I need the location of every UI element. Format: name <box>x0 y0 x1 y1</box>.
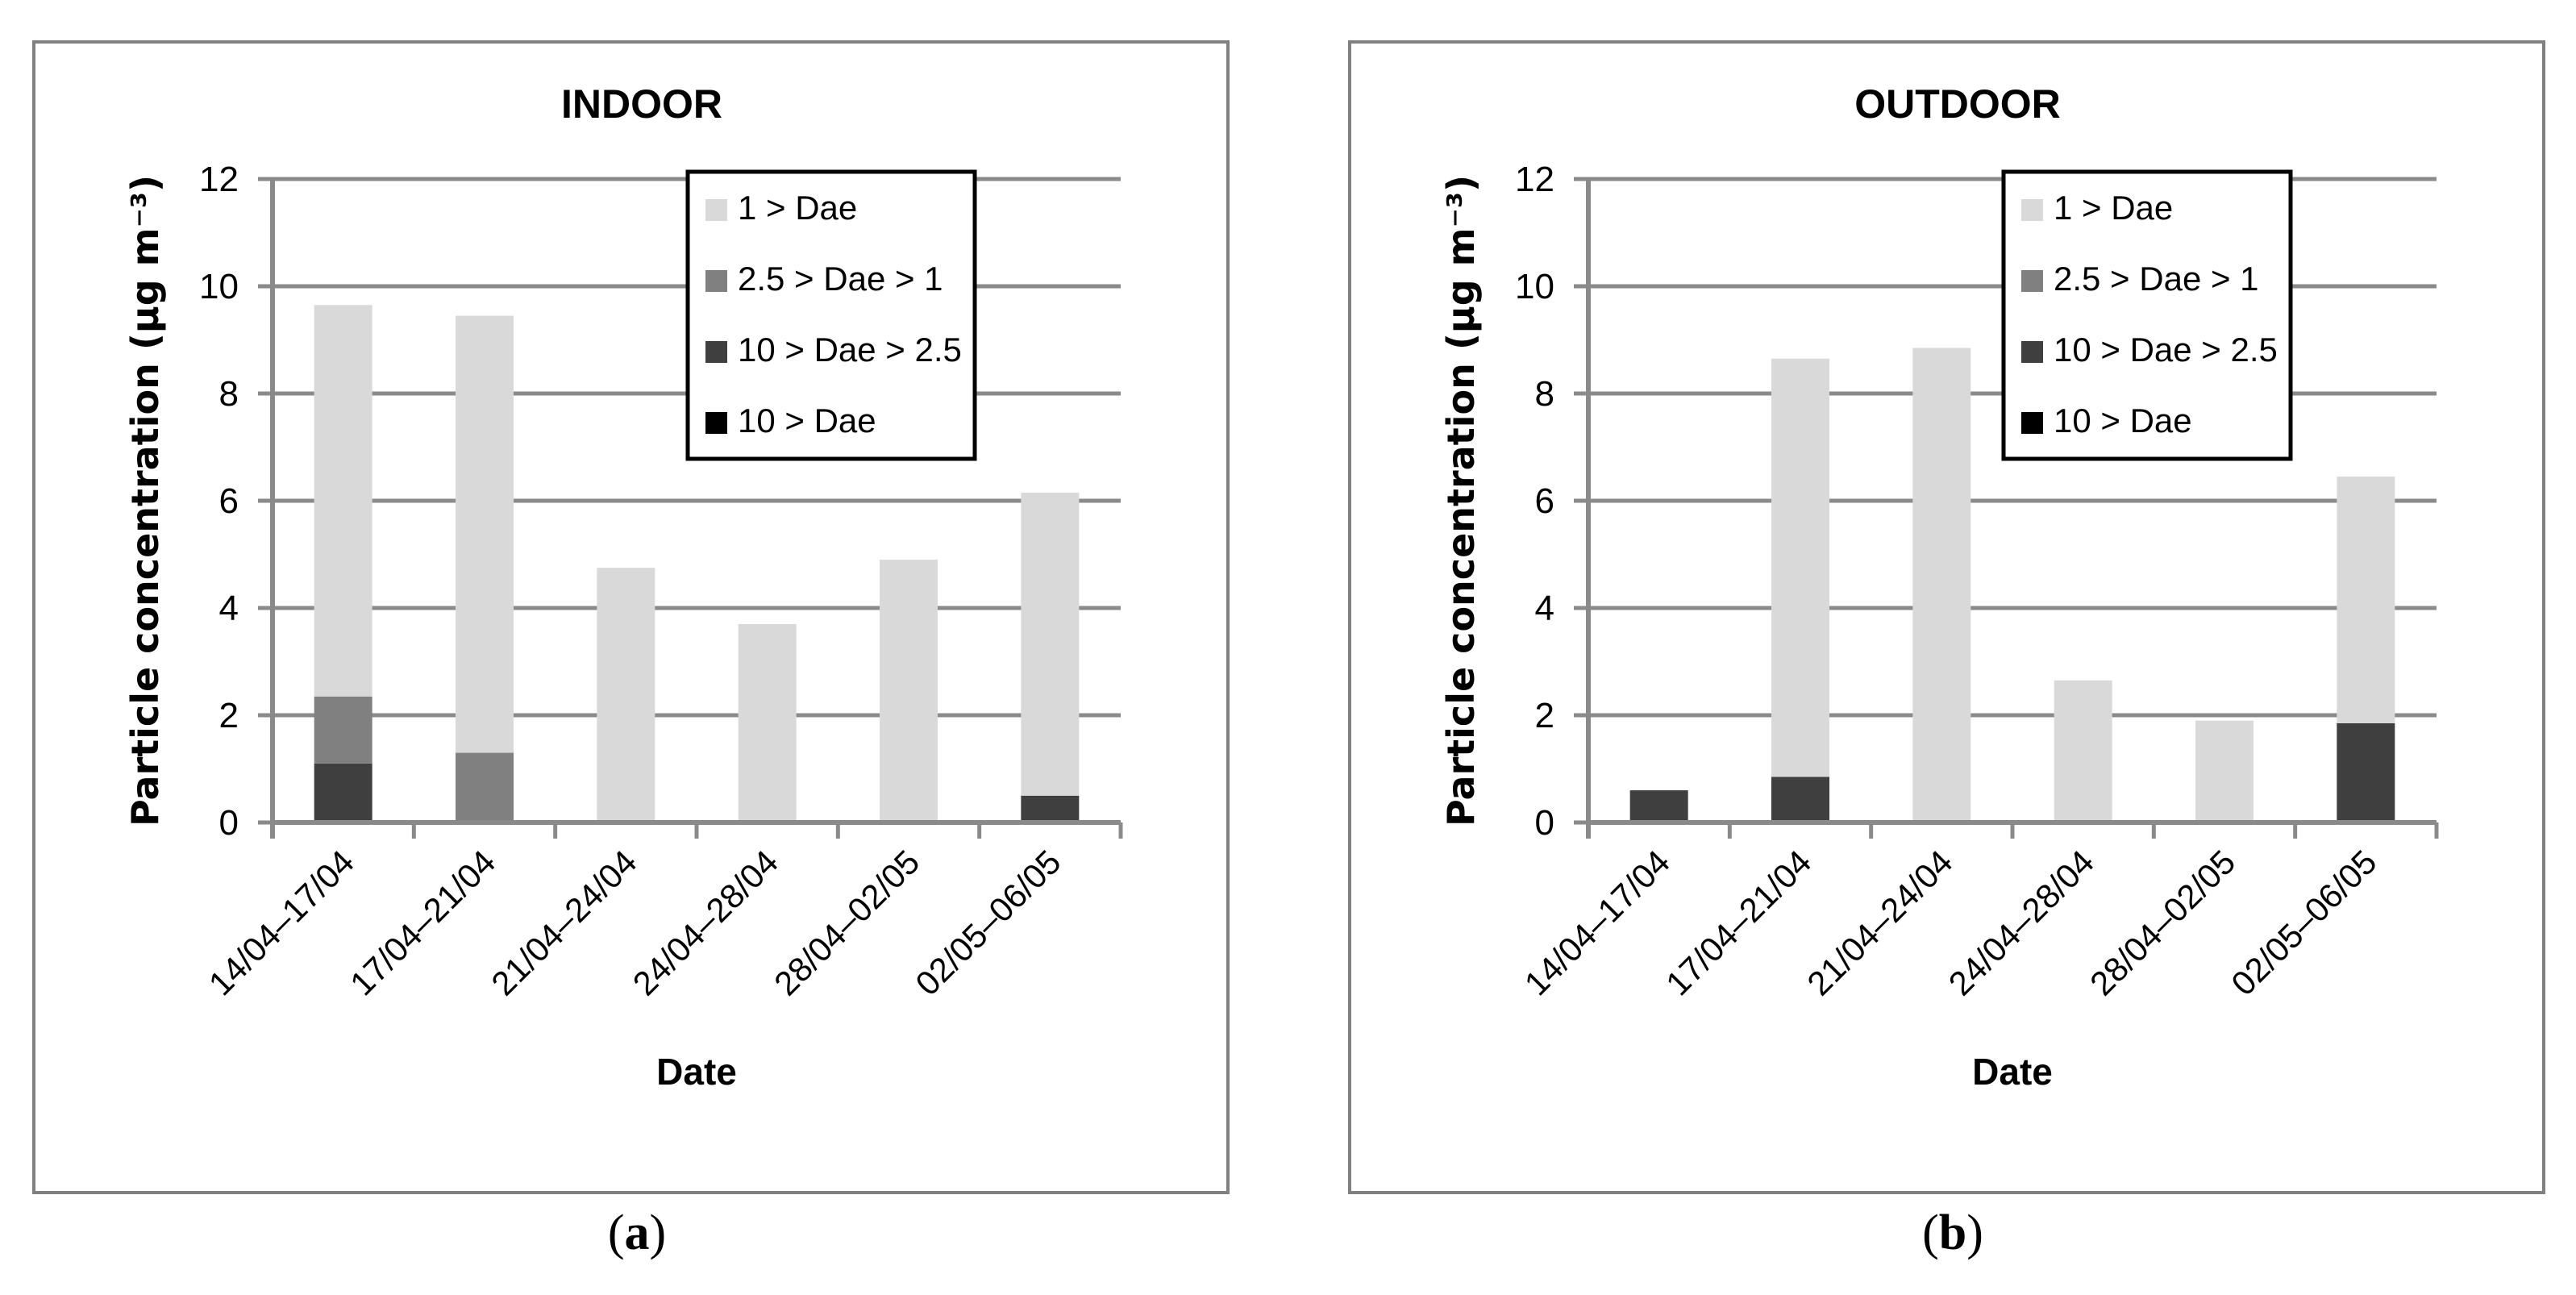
x-tick-label: 28/04–02/05 <box>2083 843 2242 1002</box>
subfigure-caption-a: (a) <box>476 1205 798 1262</box>
y-tick-label: 4 <box>219 589 239 628</box>
legend-label: 10 > Dae > 2.5 <box>738 331 962 369</box>
x-tick-label: 02/05–06/05 <box>2224 843 2383 1002</box>
y-tick-label: 0 <box>1535 803 1554 843</box>
y-tick-label: 6 <box>219 481 239 521</box>
outdoor-chart: OUTDOOR 0 2 4 6 8 10 12 14/04–17/0417/04–21/0421… <box>1439 81 2439 1093</box>
y-axis-title: Particle concentration (µg m⁻³) <box>1439 175 1483 827</box>
legend-label: 10 > Dae <box>2054 402 2192 439</box>
y-tick-label: 8 <box>219 374 239 414</box>
bar-segment <box>314 305 372 697</box>
bar-segment <box>2337 722 2395 822</box>
y-tick-label: 0 <box>219 803 239 843</box>
bar-segment <box>1912 348 1971 823</box>
x-tick-label: 24/04–28/04 <box>626 843 785 1002</box>
y-tick-label: 2 <box>1535 696 1554 735</box>
bar-segment <box>1629 790 1688 822</box>
x-tick-label: 21/04–24/04 <box>484 843 643 1002</box>
legend-swatch <box>2021 270 2043 292</box>
bar-segment <box>597 568 655 822</box>
bar-segment <box>1771 777 1829 822</box>
y-tick-label: 10 <box>1515 267 1554 306</box>
indoor-chart-panel: INDOOR 0 2 4 6 8 10 12 14/04–17/04 17/04–21/04 21/… <box>32 40 1230 1194</box>
x-tick-label: 14/04–17/04 <box>1517 843 1677 1002</box>
x-tick-label: 28/04–02/05 <box>767 843 926 1002</box>
x-axis-title: Date <box>656 1051 737 1093</box>
y-tick-label: 8 <box>1535 374 1554 414</box>
legend-swatch <box>2021 199 2043 221</box>
bar-segment <box>314 696 372 764</box>
legend-label: 2.5 > Dae > 1 <box>738 260 943 298</box>
y-axis-title: Particle concentration (µg m⁻³) <box>123 175 167 827</box>
bar-segment <box>456 752 514 822</box>
y-tick-label: 10 <box>199 267 239 306</box>
legend-swatch <box>705 270 727 292</box>
legend-swatch <box>2021 412 2043 434</box>
legend-box <box>2001 169 2293 461</box>
x-tick-label: 17/04–21/04 <box>343 843 502 1002</box>
x-tick-label: 17/04–21/04 <box>1658 843 1818 1002</box>
caption-letter: a <box>624 1205 650 1260</box>
bar-segment <box>2054 680 2112 822</box>
bar-segment <box>2195 720 2253 822</box>
caption-paren: ( <box>1922 1205 1939 1260</box>
bar-segment <box>880 560 938 822</box>
x-axis-title: Date <box>1972 1051 2053 1093</box>
y-tick-label: 12 <box>199 160 239 199</box>
indoor-chart: INDOOR 0 2 4 6 8 10 12 14/04–17/0417/04–21/0421/… <box>123 81 1123 1093</box>
y-tick-label: 2 <box>219 696 239 735</box>
caption-letter: b <box>1938 1205 1967 1260</box>
subfigure-caption-b: (b) <box>1792 1205 2114 1262</box>
legend-label: 1 > Dae <box>738 189 857 227</box>
bar-segment <box>1021 795 1080 822</box>
caption-paren: ) <box>1966 1205 1983 1260</box>
caption-paren: ) <box>649 1205 667 1260</box>
y-tick-label: 4 <box>1535 589 1554 628</box>
x-tick-label: 02/05–06/05 <box>908 843 1067 1002</box>
legend-label: 1 > Dae <box>2054 189 2173 227</box>
chart-title: INDOOR <box>561 81 722 127</box>
legend-label: 2.5 > Dae > 1 <box>2054 260 2259 298</box>
legend-label: 10 > Dae > 2.5 <box>2054 331 2278 369</box>
bar-segment <box>1771 358 1829 777</box>
legend-label: 10 > Dae <box>738 402 876 439</box>
legend-swatch <box>705 341 727 363</box>
chart-title: OUTDOOR <box>1854 81 2061 127</box>
legend-swatch <box>705 199 727 221</box>
bar-segment <box>2337 477 2395 723</box>
x-tick-label: 24/04–28/04 <box>1941 843 2101 1002</box>
y-tick-label: 6 <box>1535 481 1554 521</box>
x-tick-label: 21/04–24/04 <box>1800 843 1959 1002</box>
caption-paren: ( <box>607 1205 625 1260</box>
bar-segment <box>314 763 372 822</box>
legend-swatch <box>2021 341 2043 363</box>
outdoor-chart-panel: OUTDOOR 0 2 4 6 8 10 12 14/04–17/04 17/04–21/04 21… <box>1348 40 2545 1194</box>
bar-segment <box>738 623 797 822</box>
legend-swatch <box>705 412 727 434</box>
y-tick-label: 12 <box>1515 160 1554 199</box>
legend-box <box>685 169 977 461</box>
bar-segment <box>456 315 514 753</box>
x-tick-label: 14/04–17/04 <box>202 843 361 1002</box>
bar-segment <box>1021 493 1080 796</box>
